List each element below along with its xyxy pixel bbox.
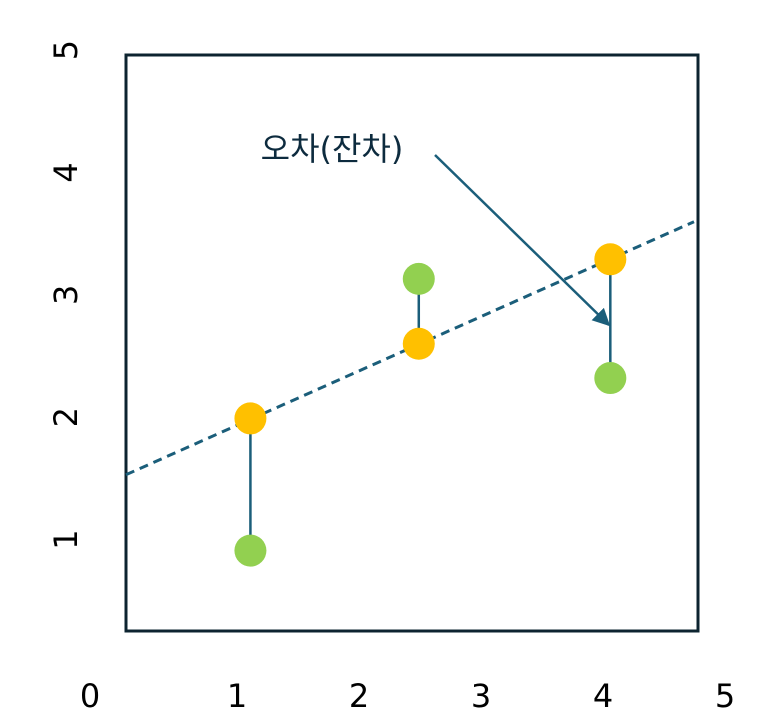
point	[402, 327, 435, 360]
point	[234, 402, 267, 435]
x-tick-label: 5	[715, 677, 735, 715]
y-tick-label: 2	[47, 407, 85, 427]
x-tick-label: 3	[471, 677, 491, 715]
point	[402, 262, 435, 295]
point	[594, 362, 627, 395]
x-tick-label: 1	[227, 677, 247, 715]
y-tick-label: 3	[47, 285, 85, 305]
plot-frame	[124, 53, 700, 633]
annotation-arrow	[434, 154, 611, 327]
annotation: 오차(잔차)	[261, 130, 404, 168]
x-tick-label: 0	[80, 677, 100, 715]
y-tick-label: 1	[47, 529, 85, 549]
point	[234, 534, 267, 567]
point	[594, 243, 627, 276]
x-tick-label: 2	[349, 677, 369, 715]
x-tick-label: 4	[593, 677, 613, 715]
y-tick-label: 5	[47, 40, 85, 60]
y-tick-label: 4	[47, 162, 85, 182]
